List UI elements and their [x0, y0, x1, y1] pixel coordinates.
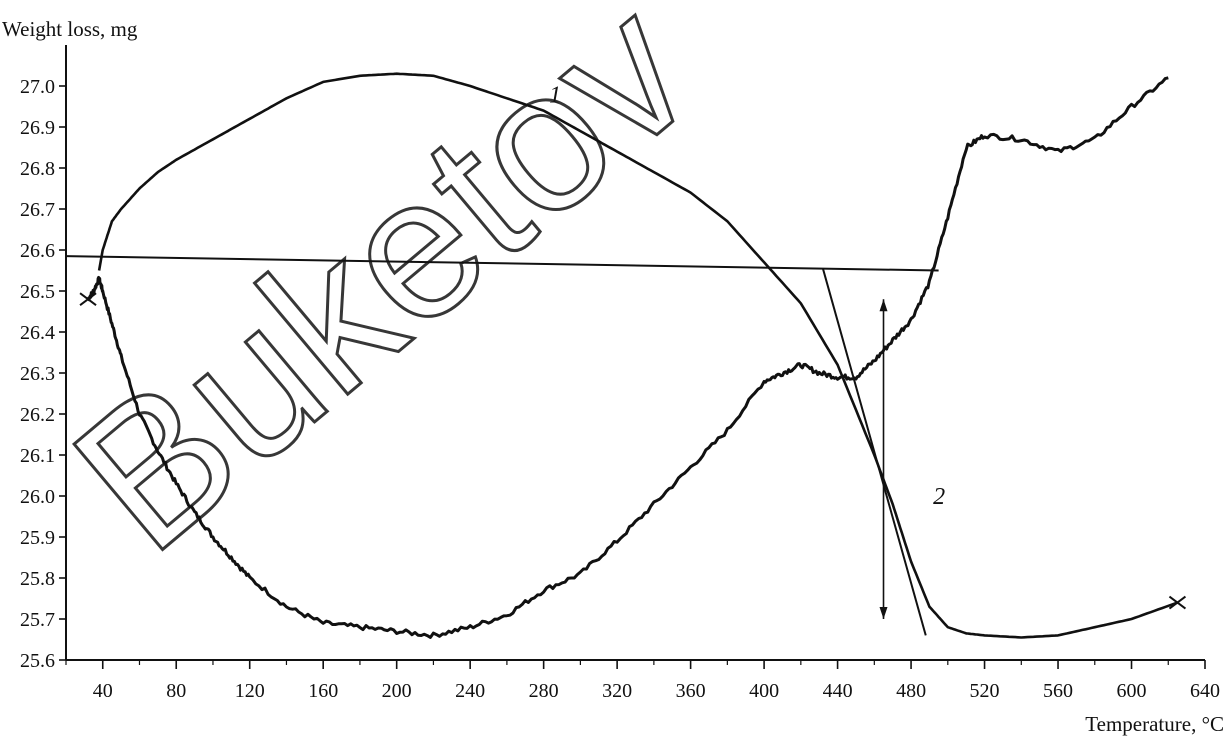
x-tick-label: 600: [1117, 680, 1147, 702]
watermark: Buketov: [33, 0, 733, 594]
y-tick-label: 25.7: [20, 609, 55, 631]
y-tick-label: 26.0: [20, 486, 55, 508]
x-tick-label: 640: [1190, 680, 1220, 702]
x-tick-label: 560: [1043, 680, 1073, 702]
y-tick-label: 26.1: [20, 445, 55, 467]
x-tick-label: 160: [308, 680, 338, 702]
series-layer: [79, 72, 1187, 639]
series-line-2: [86, 76, 1169, 639]
x-tick-label: 80: [166, 680, 186, 702]
x-tick-label: 480: [896, 680, 926, 702]
annotations: 12: [549, 82, 945, 510]
ticks: 40 80 120 160 200 240 280 320 360 400 440 480 520 560…: [20, 76, 1220, 702]
y-tick-label: 25.9: [20, 527, 55, 549]
y-tick-label: 26.9: [20, 117, 55, 139]
y-tick-label: 26.3: [20, 363, 55, 385]
y-tick-label: 26.6: [20, 240, 55, 262]
x-tick-label: 440: [823, 680, 853, 702]
x-tick-label: 280: [529, 680, 559, 702]
reference-lines: [65, 255, 939, 636]
y-tick-label: 27.0: [20, 76, 55, 98]
y-tick-label: 26.7: [20, 199, 55, 221]
end-marker: [1168, 595, 1187, 610]
x-tick-label: 200: [382, 680, 412, 702]
x-tick-label: 520: [970, 680, 1000, 702]
y-tick-label: 26.8: [20, 158, 55, 180]
y-axis-title: Weight loss, mg: [2, 17, 138, 41]
x-axis-title: Temperature, °C: [1085, 712, 1224, 736]
x-tick-label: 360: [676, 680, 706, 702]
start-marker: [79, 292, 97, 307]
y-tick-label: 25.8: [20, 568, 55, 590]
y-tick-label: 26.5: [20, 281, 55, 303]
arrow-head-down: [879, 607, 888, 619]
x-tick-label: 40: [93, 680, 113, 702]
x-tick-label: 400: [749, 680, 779, 702]
x-tick-label: 240: [455, 680, 485, 702]
axes: [65, 45, 1205, 661]
y-tick-label: 25.6: [20, 650, 55, 672]
y-tick-label: 26.4: [20, 322, 55, 344]
arrow-head-up: [879, 299, 888, 312]
curve-label-1: 1: [549, 82, 561, 108]
reference-line: [821, 268, 927, 636]
watermark-text: Buketov: [34, 0, 731, 593]
y-tick-label: 26.2: [20, 404, 55, 426]
curve-label-2: 2: [933, 484, 945, 510]
x-tick-label: 120: [235, 680, 265, 702]
series-line-1: [97, 72, 1178, 639]
reference-line: [65, 255, 939, 272]
x-tick-label: 320: [602, 680, 632, 702]
